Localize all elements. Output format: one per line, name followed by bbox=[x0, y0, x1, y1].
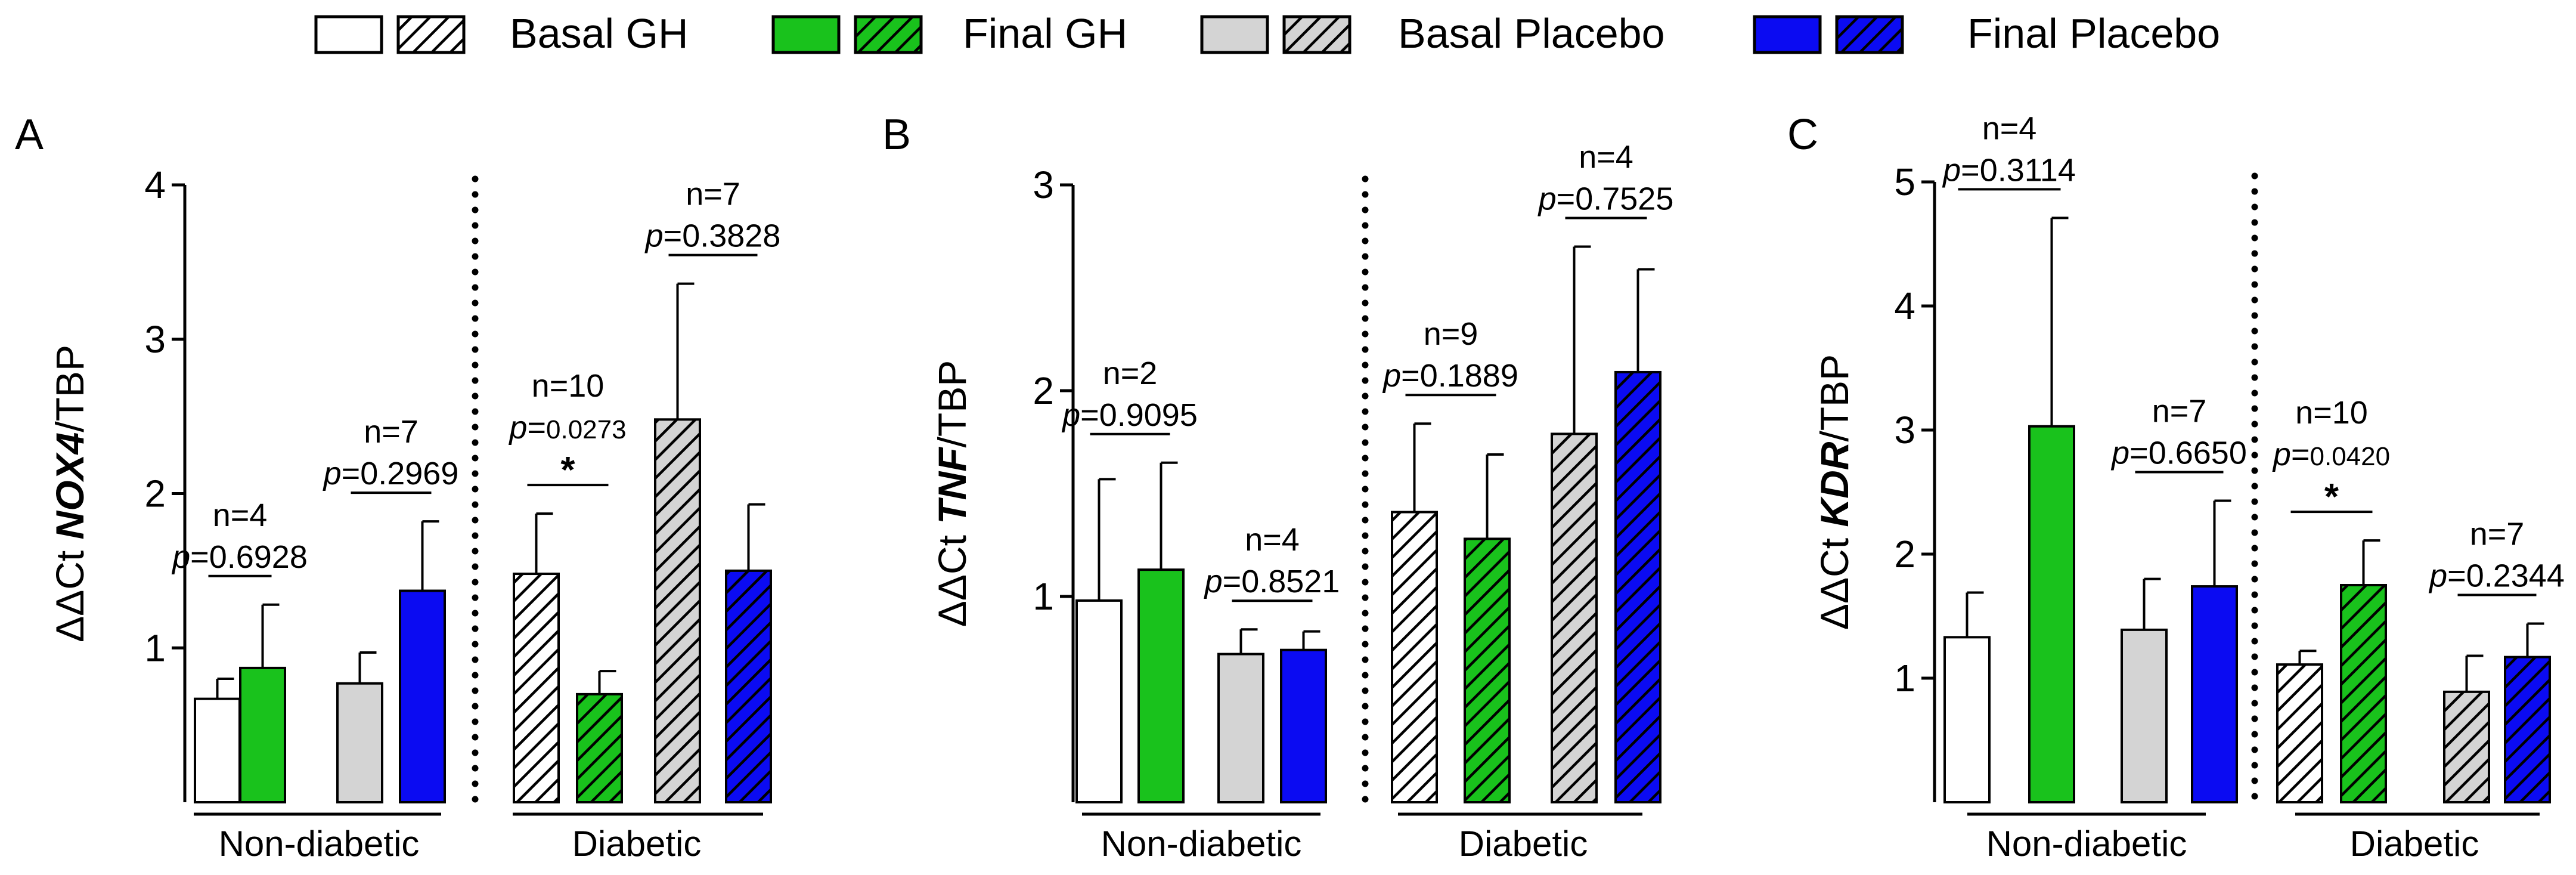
group-label-diabetic: Diabetic bbox=[572, 824, 702, 864]
legend-swatch-hatched-final-placebo bbox=[1835, 15, 1904, 54]
group-label-diabetic: Diabetic bbox=[2350, 824, 2479, 864]
legend-swatch-hatched-basal-gh bbox=[396, 15, 466, 54]
bar-non-diabetic-final-gh bbox=[2028, 425, 2075, 803]
bar-non-diabetic-final-placebo bbox=[2191, 585, 2238, 804]
bar-diabetic-final-gh bbox=[2340, 584, 2387, 803]
n-count: n=7 bbox=[686, 177, 740, 212]
significance-star: * bbox=[2324, 477, 2339, 518]
p-value: p=0.6928 bbox=[171, 539, 308, 575]
bar-non-diabetic-basal-placebo bbox=[1217, 653, 1264, 803]
y-axis-label: ΔΔCt NOX4/TBP bbox=[48, 345, 92, 642]
p-value: p=0.9095 bbox=[1061, 397, 1198, 433]
y-axis-label: ΔΔCt KDR/TBP bbox=[1812, 354, 1856, 630]
y-tick-label: 1 bbox=[1894, 657, 1915, 700]
y-tick-label: 3 bbox=[144, 318, 166, 361]
p-value: p=0.8521 bbox=[1204, 564, 1340, 599]
group-label-diabetic: Diabetic bbox=[1459, 824, 1588, 864]
y-tick-label: 3 bbox=[1033, 163, 1054, 206]
panel-letter: C bbox=[1787, 111, 1818, 159]
panel-letter: A bbox=[15, 111, 44, 159]
y-tick-label: 3 bbox=[1894, 409, 1915, 452]
bar-non-diabetic-final-gh bbox=[239, 666, 286, 803]
bar-non-diabetic-final-placebo bbox=[399, 589, 446, 803]
bar-diabetic-basal-placebo bbox=[1551, 432, 1598, 803]
significance-star: * bbox=[560, 450, 575, 491]
p-value: p=0.2344 bbox=[2428, 558, 2565, 593]
bar-diabetic-basal-gh bbox=[513, 573, 560, 803]
n-count: n=2 bbox=[1103, 355, 1158, 391]
bar-non-diabetic-basal-gh bbox=[1075, 599, 1123, 804]
bar-diabetic-final-placebo bbox=[1614, 370, 1661, 803]
legend: Basal GH Final GH Basal Placebo Final Place… bbox=[314, 10, 2220, 57]
p-value: p=0.6650 bbox=[2110, 435, 2247, 471]
group-label-non-diabetic: Non-diabetic bbox=[219, 824, 420, 864]
charts: A ΔΔCt NOX4/TBP 1 2 3 4 p=0.6928 n=4 p=0.2969 n=7… bbox=[15, 110, 2565, 864]
bar-diabetic-final-placebo bbox=[725, 569, 772, 803]
panel-b: B ΔΔCt TNF/TBP 1 2 3 p=0.9095 n=2 p=0.8521 n=4 p=… bbox=[882, 111, 1673, 864]
legend-label-final-placebo: Final Placebo bbox=[1967, 10, 2220, 57]
bar-diabetic-final-placebo bbox=[2504, 656, 2551, 804]
p-value: p=0.1889 bbox=[1382, 358, 1518, 394]
legend-label-final-gh: Final GH bbox=[963, 10, 1127, 57]
bar-non-diabetic-final-gh bbox=[1137, 568, 1185, 804]
bar-diabetic-basal-placebo bbox=[2443, 690, 2490, 803]
n-count: n=10 bbox=[2295, 395, 2368, 431]
p-value: p=0.7525 bbox=[1537, 181, 1674, 217]
n-count: n=9 bbox=[1424, 316, 1478, 352]
bar-diabetic-final-gh bbox=[1464, 537, 1511, 804]
n-count: n=4 bbox=[1579, 140, 1633, 175]
legend-swatch-hatched-final-gh bbox=[854, 15, 923, 54]
y-axis-label: ΔΔCt TNF/TBP bbox=[930, 360, 974, 627]
bar-non-diabetic-basal-gh bbox=[194, 697, 241, 803]
bar-diabetic-basal-gh bbox=[2276, 663, 2323, 803]
n-count: n=7 bbox=[2152, 394, 2207, 429]
bar-non-diabetic-basal-placebo bbox=[336, 682, 383, 803]
n-count: n=4 bbox=[213, 497, 268, 533]
bar-diabetic-basal-placebo bbox=[654, 418, 701, 803]
n-count: n=7 bbox=[364, 414, 419, 450]
legend-swatch-final-placebo bbox=[1753, 15, 1822, 54]
bar-non-diabetic-basal-gh bbox=[1943, 636, 1991, 803]
bar-non-diabetic-basal-placebo bbox=[2121, 628, 2168, 803]
bar-diabetic-final-gh bbox=[576, 692, 623, 803]
n-count: n=4 bbox=[1245, 522, 1300, 558]
y-tick-label: 2 bbox=[1894, 533, 1915, 576]
panel-letter: B bbox=[882, 111, 911, 159]
legend-label-basal-placebo: Basal Placebo bbox=[1398, 10, 1665, 57]
p-value: p=0.2969 bbox=[323, 456, 459, 491]
p-value: p=0.3828 bbox=[644, 218, 781, 254]
n-count: n=4 bbox=[1982, 110, 2037, 146]
p-value: p=0.0420 bbox=[2272, 437, 2390, 472]
group-label-non-diabetic: Non-diabetic bbox=[1101, 824, 1302, 864]
panel-c: C ΔΔCt KDR/TBP 1 2 3 4 5 p=0.3114 n=4 p=0.6650 n=7… bbox=[1787, 110, 2565, 864]
bar-diabetic-basal-gh bbox=[1391, 511, 1438, 803]
legend-label-basal-gh: Basal GH bbox=[510, 10, 689, 57]
n-count: n=10 bbox=[532, 368, 605, 404]
y-tick-label: 4 bbox=[1894, 285, 1915, 327]
y-tick-label: 2 bbox=[144, 472, 166, 515]
legend-swatch-basal-placebo bbox=[1200, 15, 1269, 54]
legend-swatch-hatched-basal-placebo bbox=[1282, 15, 1351, 54]
legend-swatch-basal-gh bbox=[314, 15, 383, 54]
y-tick-label: 1 bbox=[144, 626, 166, 669]
p-value: p=0.0273 bbox=[508, 410, 626, 446]
bar-non-diabetic-final-placebo bbox=[1280, 648, 1327, 803]
legend-swatch-final-gh bbox=[771, 15, 841, 54]
panel-a: A ΔΔCt NOX4/TBP 1 2 3 4 p=0.6928 n=4 p=0.2969 n=7… bbox=[15, 111, 780, 864]
y-tick-label: 4 bbox=[144, 163, 166, 206]
y-tick-label: 1 bbox=[1033, 575, 1054, 618]
n-count: n=7 bbox=[2470, 516, 2525, 552]
y-tick-label: 5 bbox=[1894, 160, 1915, 203]
y-tick-label: 2 bbox=[1033, 369, 1054, 412]
p-value: p=0.3114 bbox=[1942, 152, 2076, 188]
group-label-non-diabetic: Non-diabetic bbox=[1986, 824, 2187, 864]
